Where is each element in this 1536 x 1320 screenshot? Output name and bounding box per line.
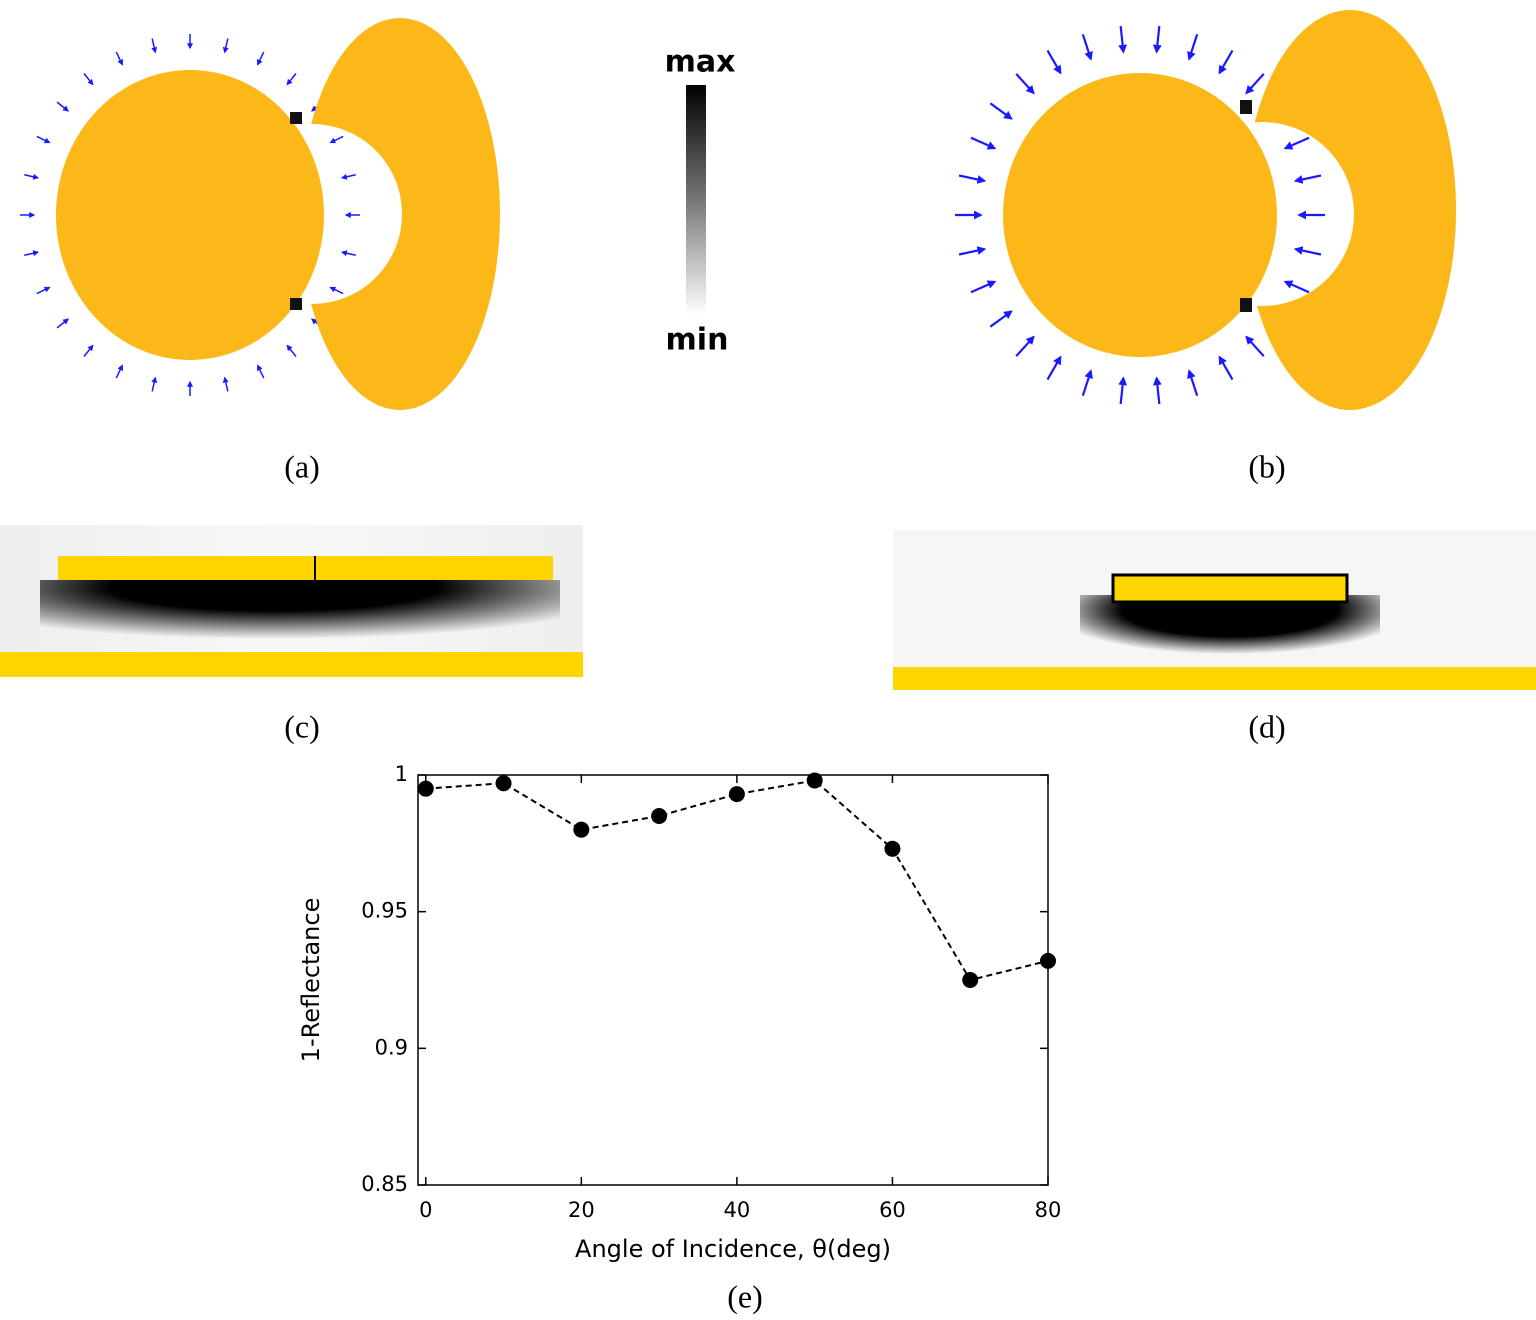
top-bar [1111,573,1349,604]
panel-label: (c) [284,708,320,744]
arrow [257,364,265,379]
arrow [1118,25,1128,54]
arrow [222,376,229,392]
y-axis-label: 1-Reflectance [297,898,325,1063]
arrow [24,250,40,257]
y-tick-label: 1 [395,762,408,786]
plot-frame [417,774,1049,1186]
arrow [1081,369,1093,397]
panel-d [893,530,1536,690]
data-point [728,786,745,803]
data-point [806,772,823,789]
panel-label: (b) [1248,448,1285,484]
x-tick-label: 80 [1035,1198,1062,1222]
arrow [1218,355,1234,381]
data-point [495,775,512,792]
x-tick-label: 0 [419,1198,432,1222]
arrow [36,135,51,144]
y-tick-label: 0.9 [375,1035,408,1059]
panel-label: (e) [727,1278,763,1314]
bottom-bar [0,652,583,677]
panel-a [56,18,500,410]
colorbar-max: max [665,45,736,80]
arrow [115,364,123,379]
arrow [1245,73,1265,95]
crescent [1244,10,1456,410]
arrow [958,174,987,184]
disk [1003,73,1277,357]
arrow [56,318,69,329]
colorbar [686,85,706,315]
panel-label: (a) [284,448,320,484]
arrow [24,173,40,180]
data-point [962,972,979,988]
field-arrows [20,25,1325,405]
arrow [989,310,1013,328]
crescent [300,18,500,410]
arrow [989,102,1013,120]
hotspot [1240,298,1252,312]
arrow [151,38,158,54]
arrow [1218,49,1234,75]
arrow [1187,33,1199,61]
arrow [970,136,997,150]
x-tick-label: 40 [724,1198,751,1222]
x-axis-label: Angle of Incidence, θ(deg) [575,1235,891,1263]
field [40,580,560,654]
arrow [1187,369,1199,397]
panel-label: (d) [1248,708,1285,744]
x-tick-label: 20 [568,1198,595,1222]
arrow [151,376,158,392]
hotspot [290,298,302,310]
arrow [115,51,123,66]
arrow [1118,376,1128,405]
arrow [1152,25,1162,54]
arrow [56,101,69,112]
hotspot [1240,100,1252,114]
arrow [286,344,297,357]
data-point [1040,952,1056,969]
disk [56,70,324,360]
hotspot [290,112,302,124]
arrow [83,73,94,86]
y-tick-label: 0.85 [361,1172,408,1196]
arrow [958,246,987,256]
arrow [1015,335,1035,357]
top-bar [58,556,553,580]
arrow [970,280,997,294]
data-point [884,840,901,857]
panel-b [1003,10,1456,410]
panel-c [0,525,583,677]
arrow [36,286,51,295]
colorbar-min: min [666,323,729,358]
data-point [573,821,590,838]
field [1080,595,1380,669]
data-line [425,779,1049,982]
arrow [1046,355,1062,381]
y-tick-label: 0.95 [361,899,408,923]
bottom-bar [893,667,1536,690]
arrow [1081,33,1093,61]
arrow [1046,49,1062,75]
arrow [222,38,229,54]
arrow [257,51,265,66]
arrow [1152,376,1162,405]
data-point [651,808,668,824]
data-point [417,780,434,797]
arrow [286,73,297,86]
arrow [83,344,94,357]
arrow [1015,73,1035,95]
x-tick-label: 60 [879,1198,906,1222]
arrow [1245,335,1265,357]
